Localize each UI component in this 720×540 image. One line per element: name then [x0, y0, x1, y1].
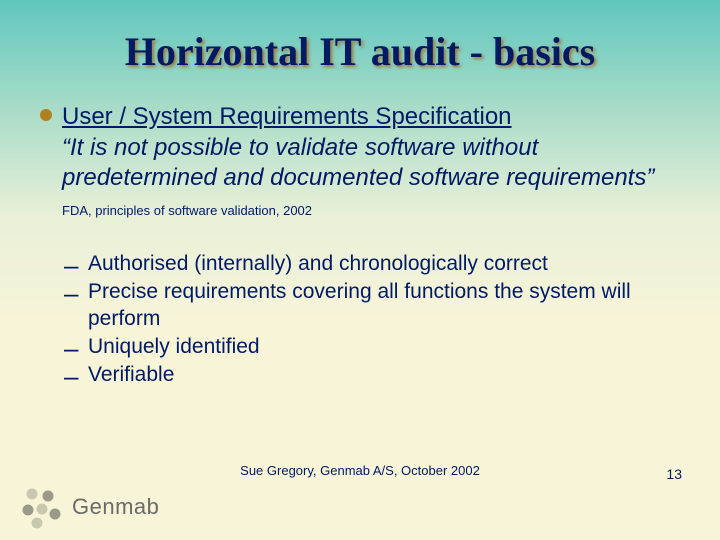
slide: Horizontal IT audit - basics User / Syst… — [0, 0, 720, 540]
footer-credit: Sue Gregory, Genmab A/S, October 2002 — [0, 463, 720, 478]
sub-list: – Authorised (internally) and chronologi… — [62, 251, 670, 388]
list-item: – Precise requirements covering all func… — [88, 279, 670, 332]
list-item-text: Authorised (internally) and chronologica… — [88, 252, 548, 275]
list-item-text: Verifiable — [88, 363, 174, 386]
list-item-text: Precise requirements covering all functi… — [88, 280, 631, 329]
list-item: – Uniquely identified — [88, 334, 670, 360]
quote-text: “It is not possible to validate software… — [62, 134, 654, 191]
logo-text: Genmab — [72, 494, 159, 520]
list-item: – Verifiable — [88, 362, 670, 388]
main-heading: User / System Requirements Specification — [62, 103, 512, 130]
list-item: – Authorised (internally) and chronologi… — [88, 251, 670, 277]
main-bullet: User / System Requirements Specification… — [62, 103, 670, 223]
dash-icon: – — [64, 360, 78, 393]
logo: Genmab — [18, 484, 159, 530]
body-content: User / System Requirements Specification… — [40, 103, 680, 388]
page-title: Horizontal IT audit - basics — [40, 28, 680, 75]
page-number: 13 — [666, 466, 682, 482]
quote-block: “It is not possible to validate software… — [62, 133, 670, 223]
list-item-text: Uniquely identified — [88, 335, 260, 358]
dash-icon: – — [64, 277, 78, 310]
quote-citation: FDA, principles of software validation, … — [62, 203, 312, 218]
bullet-icon — [40, 109, 52, 121]
logo-icon — [18, 484, 64, 530]
